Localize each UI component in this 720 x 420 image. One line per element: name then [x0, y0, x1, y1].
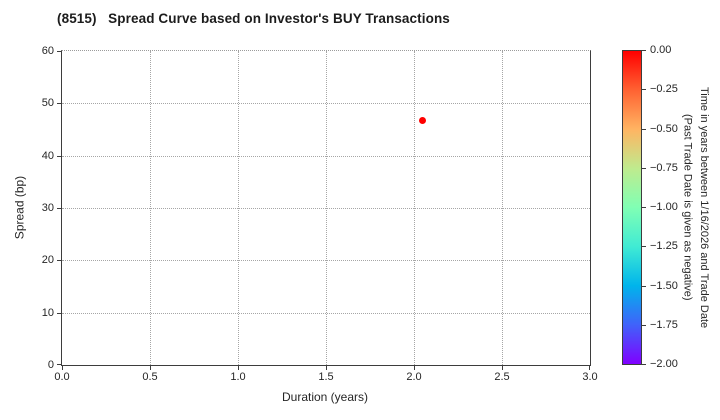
gridline-y-40 [62, 156, 590, 157]
x-axis-label: Duration (years) [281, 390, 369, 404]
colorbar-tick-label-8: −2.00 [650, 358, 678, 370]
data-point-0 [419, 117, 427, 125]
x-tick-label-2.5: 2.5 [494, 371, 510, 383]
gridline-y-10 [62, 313, 590, 314]
colorbar-tick-label-2: −0.50 [650, 123, 678, 135]
colorbar-tick-3 [642, 168, 646, 169]
x-tick-0.0 [62, 366, 63, 370]
y-tick-label-60: 60 [41, 45, 54, 57]
x-tick-label-1.0: 1.0 [230, 371, 246, 383]
gridline-y-30 [62, 208, 590, 209]
y-tick-60 [57, 51, 61, 52]
x-tick-label-1.5: 1.5 [318, 371, 334, 383]
colorbar-tick-label-3: −0.75 [650, 162, 678, 174]
colorbar-tick-4 [642, 207, 646, 208]
x-tick-label-0.5: 0.5 [142, 371, 158, 383]
x-tick-2.0 [414, 366, 415, 370]
colorbar-tick-label-5: −1.25 [650, 240, 678, 252]
y-tick-label-0: 0 [47, 359, 54, 371]
colorbar-tick-1 [642, 89, 646, 90]
colorbar-tick-2 [642, 129, 646, 130]
x-tick-1.0 [238, 366, 239, 370]
gridline-y-50 [62, 103, 590, 104]
x-tick-3.0 [589, 366, 590, 370]
colorbar-tick-0 [642, 50, 646, 51]
colorbar-tick-6 [642, 286, 646, 287]
colorbar-tick-5 [642, 246, 646, 247]
colorbar-gradient [622, 50, 642, 365]
colorbar-tick-7 [642, 325, 646, 326]
x-tick-label-2.0: 2.0 [406, 371, 422, 383]
colorbar-tick-label-6: −1.50 [650, 280, 678, 292]
y-tick-30 [57, 208, 61, 209]
y-axis-label: Spread (bp) [12, 175, 27, 240]
colorbar-tick-label-7: −1.75 [650, 319, 678, 331]
y-tick-label-20: 20 [41, 254, 54, 266]
x-tick-2.5 [502, 366, 503, 370]
x-tick-1.5 [326, 366, 327, 370]
x-tick-label-3.0: 3.0 [582, 371, 598, 383]
x-tick-label-0.0: 0.0 [54, 371, 70, 383]
y-tick-10 [57, 313, 61, 314]
y-tick-label-30: 30 [41, 202, 54, 214]
gridline-y-20 [62, 260, 590, 261]
y-tick-label-50: 50 [41, 97, 54, 109]
colorbar-tick-label-1: −0.25 [650, 83, 678, 95]
y-tick-20 [57, 260, 61, 261]
y-tick-40 [57, 156, 61, 157]
x-tick-0.5 [150, 366, 151, 370]
plot-area: 0.0 0.5 1.0 1.5 2.0 2.5 3.0 0 10 20 30 40 50 60 [42, 45, 598, 383]
colorbar-label: Time in years between 1/16/2026 and Trad… [679, 50, 712, 365]
colorbar-label-line2: (Past Trade Date is given as negative) [681, 114, 694, 301]
colorbar-tick-8 [642, 364, 646, 365]
y-tick-label-40: 40 [41, 150, 54, 162]
colorbar-tick-label-0: 0.00 [650, 44, 672, 56]
y-tick-50 [57, 103, 61, 104]
colorbar-label-line1: Time in years between 1/16/2026 and Trad… [698, 86, 710, 329]
y-tick-label-10: 10 [41, 307, 54, 319]
chart-title: (8515) Spread Curve based on Investor's … [57, 11, 450, 26]
colorbar-tick-label-4: −1.00 [650, 201, 678, 213]
y-tick-0 [57, 364, 61, 365]
